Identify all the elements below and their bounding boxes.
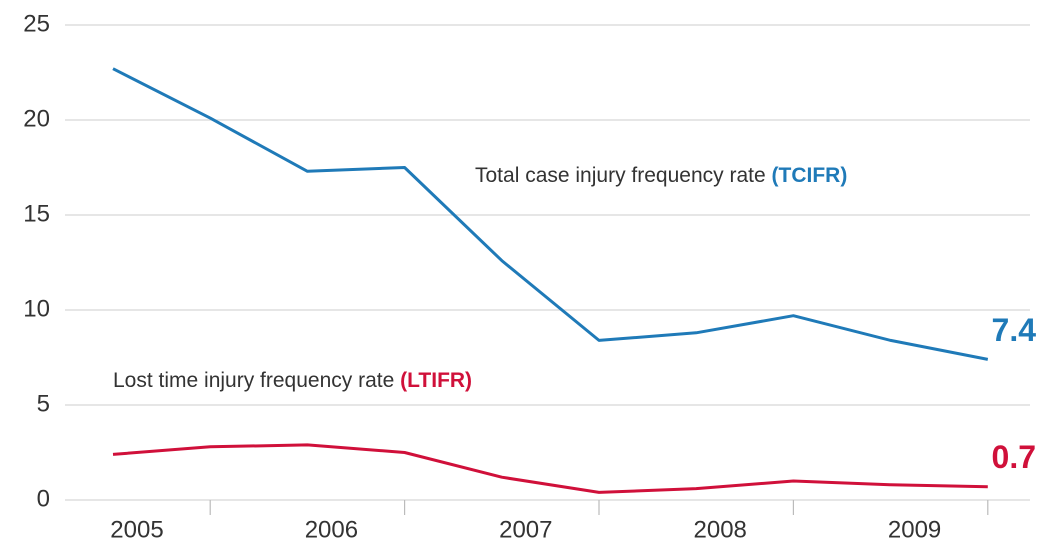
x-tick-label: 2009: [888, 516, 941, 543]
y-tick-label: 15: [23, 200, 50, 227]
x-tick-label: 2006: [305, 516, 358, 543]
series-abbr: (LTIFR): [400, 369, 472, 392]
series-annotation: Total case injury frequency rate (TCIFR): [475, 164, 847, 187]
y-tick-label: 0: [37, 485, 50, 512]
series-name: Total case injury frequency rate: [475, 164, 766, 187]
y-tick-label: 20: [23, 105, 50, 132]
series-name: Lost time injury frequency rate: [113, 369, 394, 392]
y-tick-label: 5: [37, 390, 50, 417]
series-line: [112, 67, 989, 361]
y-tick-label: 25: [23, 10, 50, 37]
x-tick-label: 2005: [110, 516, 163, 543]
series-annotation: Lost time injury frequency rate (LTIFR): [113, 369, 472, 392]
end-value-label: 7.4: [992, 312, 1037, 348]
series-abbr: (TCIFR): [772, 164, 848, 187]
x-tick-label: 2007: [499, 516, 552, 543]
end-value-label: 0.7: [992, 439, 1036, 475]
series-line: [112, 443, 988, 494]
x-tick-label: 2008: [694, 516, 747, 543]
y-tick-label: 10: [23, 295, 50, 322]
